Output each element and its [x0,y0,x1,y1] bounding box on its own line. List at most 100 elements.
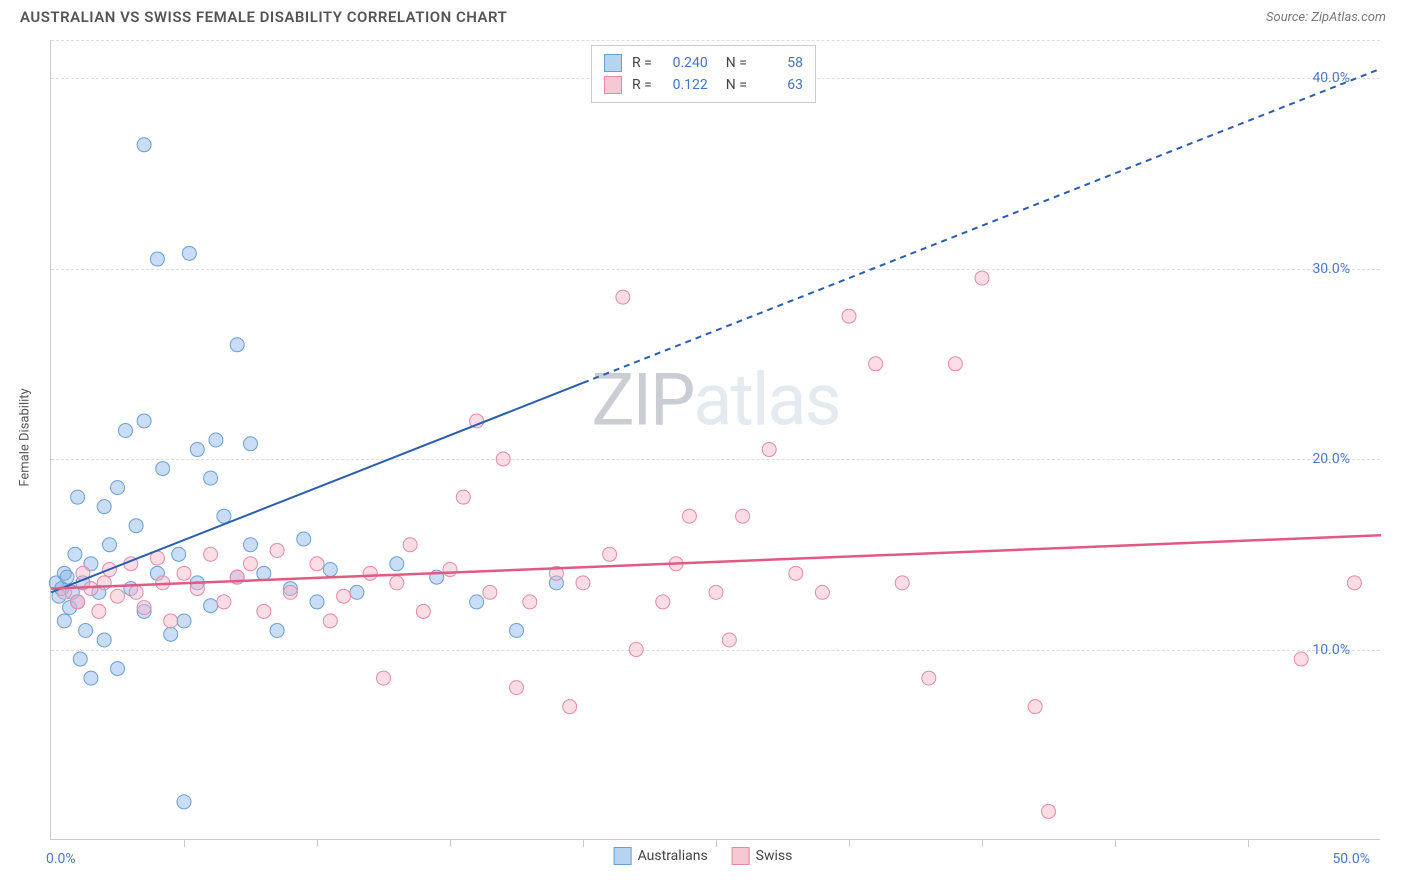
data-point [377,671,391,685]
data-point [118,423,132,437]
data-point [390,576,404,590]
data-point [129,585,143,599]
data-point [443,563,457,577]
data-point [244,557,258,571]
legend-swatch-swiss [604,76,622,94]
data-point [323,614,337,628]
data-point [177,795,191,809]
data-point [270,543,284,557]
data-point [129,519,143,533]
data-point [682,509,696,523]
data-point [283,585,297,599]
data-point [789,566,803,580]
legend-stats-row-swiss: R =0.122 N =63 [604,74,803,96]
data-point [510,681,524,695]
data-point [869,357,883,371]
data-point [1347,576,1361,590]
data-point [842,309,856,323]
y-tick-label: 20.0% [1312,451,1350,467]
data-point [496,452,510,466]
data-point [204,471,218,485]
data-point [416,604,430,618]
data-point [97,500,111,514]
data-point [190,443,204,457]
legend-stats-row-australians: R =0.240 N =58 [604,52,803,74]
data-point [111,662,125,676]
data-point [270,623,284,637]
x-tick [583,839,584,847]
data-point [177,614,191,628]
data-point [310,595,324,609]
chart-container: Female Disability ZIPatlas R =0.240 N =5… [0,30,1406,880]
data-point [1042,804,1056,818]
data-point [150,252,164,266]
data-point [111,481,125,495]
data-point [209,433,223,447]
data-point [762,443,776,457]
data-point [1294,652,1308,666]
data-point [576,576,590,590]
data-point [97,633,111,647]
data-point [337,589,351,603]
legend-item-australians: Australians [614,847,708,865]
data-point [71,595,85,609]
data-point [363,566,377,580]
x-tick [317,839,318,847]
data-point [217,595,231,609]
data-point [164,627,178,641]
y-tick-label: 30.0% [1312,261,1350,277]
legend-stats: R =0.240 N =58 R =0.122 N =63 [591,45,816,103]
data-point [815,585,829,599]
data-point [217,509,231,523]
data-point [137,138,151,152]
data-point [510,623,524,637]
y-tick-label: 10.0% [1312,642,1350,658]
data-point [403,538,417,552]
data-point [68,547,82,561]
data-point [257,566,271,580]
data-point [350,585,364,599]
data-point [895,576,909,590]
data-point [310,557,324,571]
data-point [204,599,218,613]
data-point [79,623,93,637]
x-tick [982,839,983,847]
data-point [156,462,170,476]
data-point [172,547,186,561]
data-point [57,614,71,628]
x-tick-label: 0.0% [46,851,76,867]
chart-title: AUSTRALIAN VS SWISS FEMALE DISABILITY CO… [20,8,507,26]
data-point [244,437,258,451]
data-point [137,414,151,428]
data-point [975,271,989,285]
data-point [103,538,117,552]
x-tick [716,839,717,847]
trend-line-dashed [583,69,1381,383]
data-point [137,601,151,615]
data-point [948,357,962,371]
data-point [603,547,617,561]
data-point [722,633,736,647]
legend-item-swiss: Swiss [732,847,793,865]
data-point [323,563,337,577]
data-point [84,582,98,596]
data-point [230,338,244,352]
data-point [92,604,106,618]
data-point [1028,700,1042,714]
data-point [709,585,723,599]
data-point [456,490,470,504]
data-point [616,290,630,304]
data-point [164,614,178,628]
data-point [60,570,74,584]
x-tick [1248,839,1249,847]
plot-area: ZIPatlas R =0.240 N =58 R =0.122 N =63 1… [50,40,1380,840]
y-tick-label: 40.0% [1312,70,1350,86]
data-point [297,532,311,546]
data-point [656,595,670,609]
data-point [523,595,537,609]
data-point [629,643,643,657]
source-attribution: Source: ZipAtlas.com [1266,10,1386,25]
data-point [736,509,750,523]
x-tick [849,839,850,847]
data-point [257,604,271,618]
